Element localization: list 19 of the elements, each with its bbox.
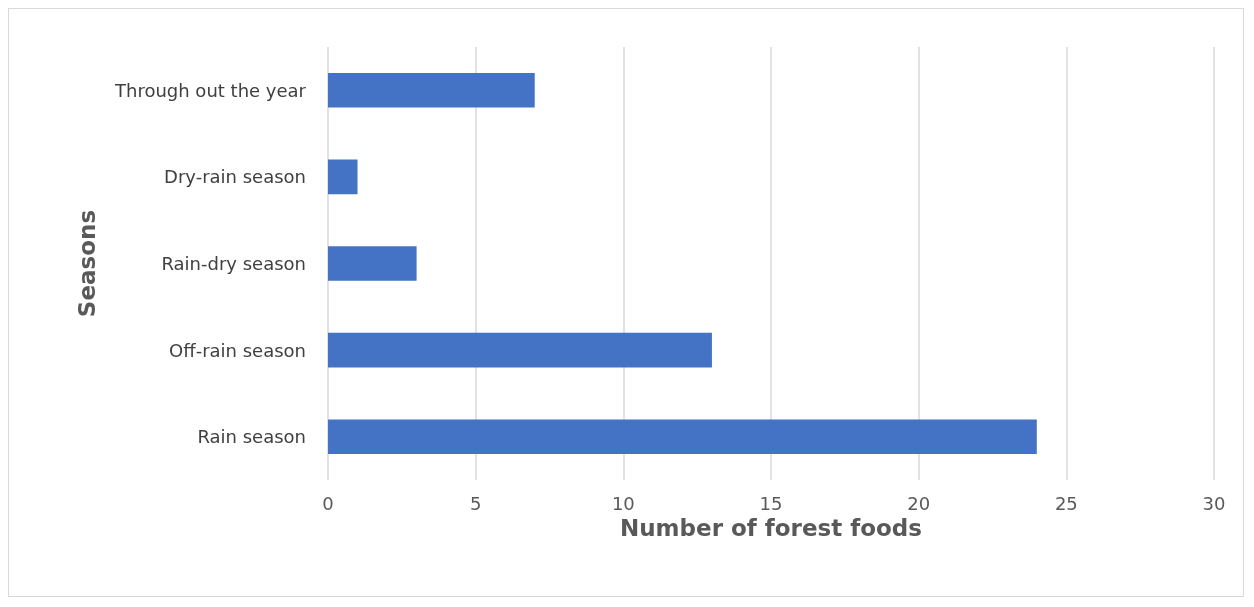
- y-tick-label: Rain season: [197, 426, 306, 448]
- x-tick-label: 15: [759, 492, 783, 514]
- y-axis-title: Seasons: [73, 209, 100, 318]
- bar: [328, 332, 712, 368]
- x-tick-label: 5: [469, 492, 482, 514]
- x-tick-label: 30: [1202, 492, 1226, 514]
- x-tick-label: 20: [907, 492, 931, 514]
- x-tick-label: 0: [322, 492, 334, 514]
- bar: [328, 246, 417, 281]
- y-tick-label: Off-rain season: [169, 339, 306, 361]
- x-tick-label: 10: [611, 492, 635, 514]
- x-axis-title: Number of forest foods: [619, 515, 923, 542]
- bar: [328, 159, 358, 195]
- x-tick-label: 25: [1054, 492, 1078, 514]
- y-tick-label: Through out the year: [113, 79, 307, 101]
- bar: [328, 72, 535, 108]
- y-tick-label: Rain-dry season: [161, 253, 306, 274]
- bar: [328, 419, 1037, 455]
- y-tick-label: Dry-rain season: [164, 166, 306, 188]
